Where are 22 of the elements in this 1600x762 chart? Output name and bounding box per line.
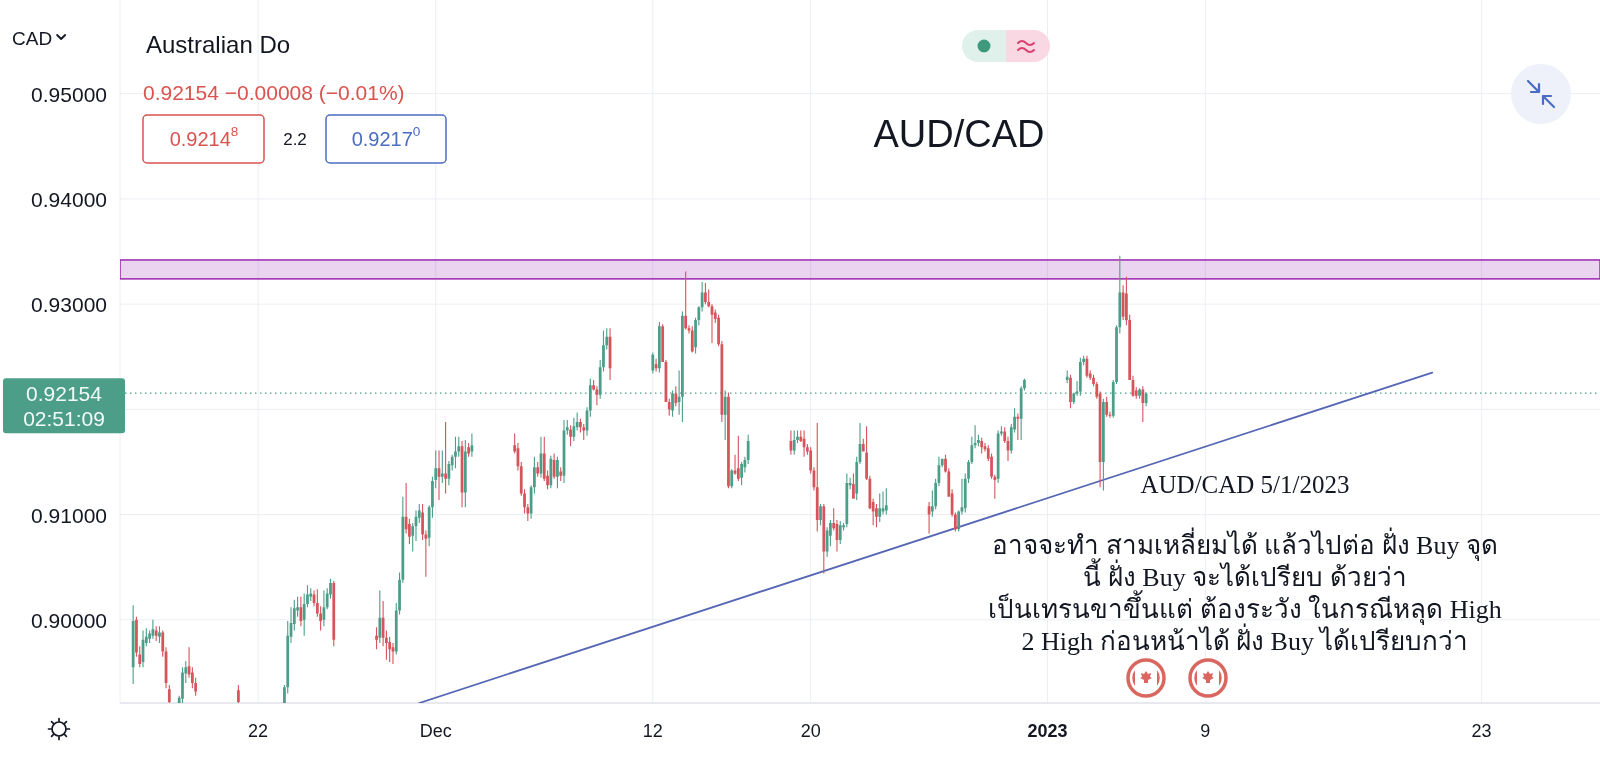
annotation: AUD/CAD 5/1/2023 [1140, 470, 1350, 498]
y-tick-label: 0.94000 [31, 187, 107, 211]
x-tick-label: 9 [1200, 721, 1211, 741]
x-tick-label: Dec [419, 721, 452, 741]
x-tick-label: 20 [800, 721, 821, 741]
annotation: 2.2 [283, 129, 307, 149]
x-tick-label: 23 [1471, 721, 1492, 741]
annotation: 0.9217$^{0}$ [351, 124, 421, 150]
annotation: Australian Do [146, 30, 291, 58]
x-tick-label: 12 [642, 721, 663, 741]
y-tick-label: 0.90000 [31, 608, 107, 632]
annotation: 0.92154 −0.00008 (−0.01%) [143, 80, 405, 104]
annotation: 02:51:09 [23, 406, 105, 430]
x-tick-label: 2023 [1027, 721, 1068, 741]
y-tick-label: 0.93000 [31, 292, 107, 316]
annotation: 0.9214$^{8}$ [169, 124, 239, 150]
y-tick-label: 0.91000 [31, 503, 107, 527]
x-tick-label: 22 [248, 721, 269, 741]
y-axis-title: CAD [12, 27, 53, 49]
ref-line-label: 0.92154 [26, 381, 102, 405]
y-tick-label: 0.95000 [31, 82, 107, 106]
title: AUD/CAD [873, 113, 1045, 155]
